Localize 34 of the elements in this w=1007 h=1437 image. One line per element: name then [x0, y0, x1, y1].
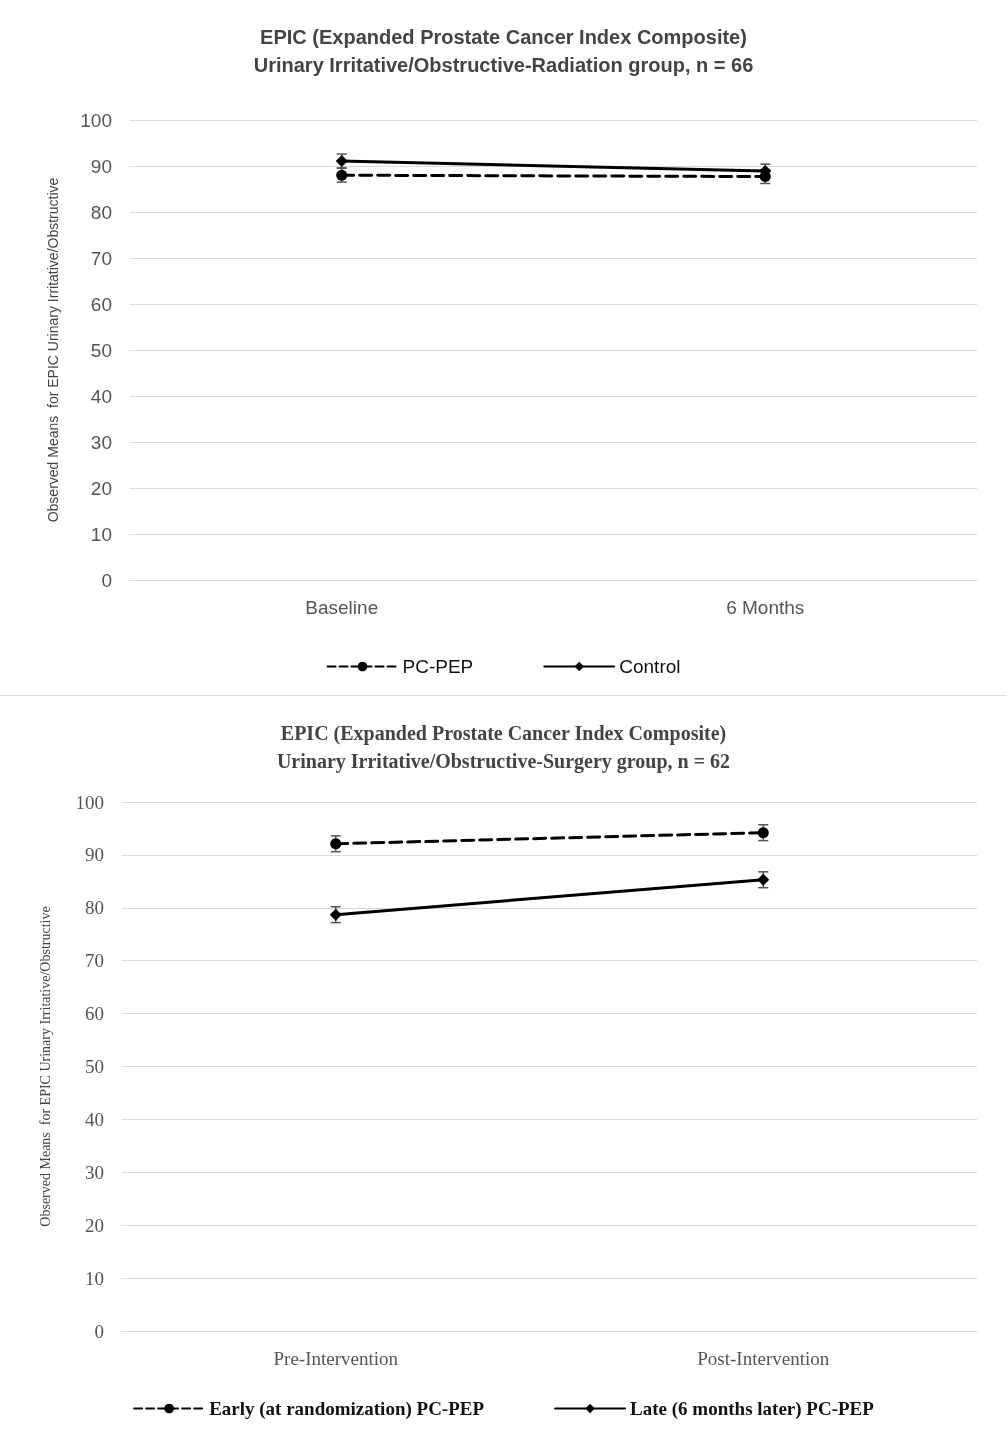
y-axis-title: Observed Means for EPIC Urinary Irritative/Obstructive — [45, 177, 61, 523]
y-tick-label: 90 — [85, 844, 104, 866]
y-tick-label: 10 — [90, 523, 112, 545]
legend-label: Control — [619, 656, 681, 677]
y-tick-label: 100 — [75, 791, 104, 813]
y-tick-label: 70 — [90, 247, 112, 269]
x-tick-label: Pre-Intervention — [273, 1348, 399, 1369]
y-tick-label: 70 — [85, 950, 104, 972]
y-tick-label: 60 — [85, 1003, 104, 1025]
y-tick-label: 50 — [85, 1056, 104, 1077]
x-tick-label: 6 Months — [726, 597, 805, 618]
chart-title: EPIC (Expanded Prostate Cancer Index Composite) Urinary Irritative/Obstructive-Radiation group, n = 66 — [253, 26, 754, 76]
legend-label: PC-PEP — [402, 656, 474, 677]
y-tick-label: 40 — [90, 385, 112, 407]
y-tick-label: 30 — [85, 1161, 104, 1183]
x-tick-label: Post-Intervention — [697, 1348, 830, 1369]
y-tick-label: 0 — [94, 1320, 104, 1342]
y-tick-label: 60 — [90, 293, 112, 315]
y-tick-label: 30 — [90, 431, 112, 453]
y-axis-title: Observed Means for EPIC Urinary Irritative/Obstructive — [37, 906, 53, 1227]
y-tick-label: 20 — [85, 1214, 104, 1236]
chart-title: EPIC (Expanded Prostate Cancer Index Composite) Urinary Irritative/Obstructive-Surgery group, n = 62 — [276, 722, 731, 773]
y-tick-label: 80 — [90, 201, 112, 223]
legend-label: Late (6 months later) PC-PEP — [630, 1398, 875, 1420]
y-tick-label: 10 — [85, 1267, 104, 1289]
legend-label: Early (at randomization) PC-PEP — [209, 1398, 485, 1420]
x-tick-label: Baseline — [305, 597, 379, 618]
y-tick-label: 80 — [85, 897, 104, 919]
y-tick-label: 100 — [80, 109, 112, 131]
y-tick-label: 50 — [90, 339, 112, 361]
y-tick-label: 40 — [85, 1108, 104, 1130]
y-tick-label: 90 — [90, 155, 112, 177]
y-tick-label: 0 — [101, 569, 112, 591]
y-tick-label: 20 — [90, 477, 112, 499]
